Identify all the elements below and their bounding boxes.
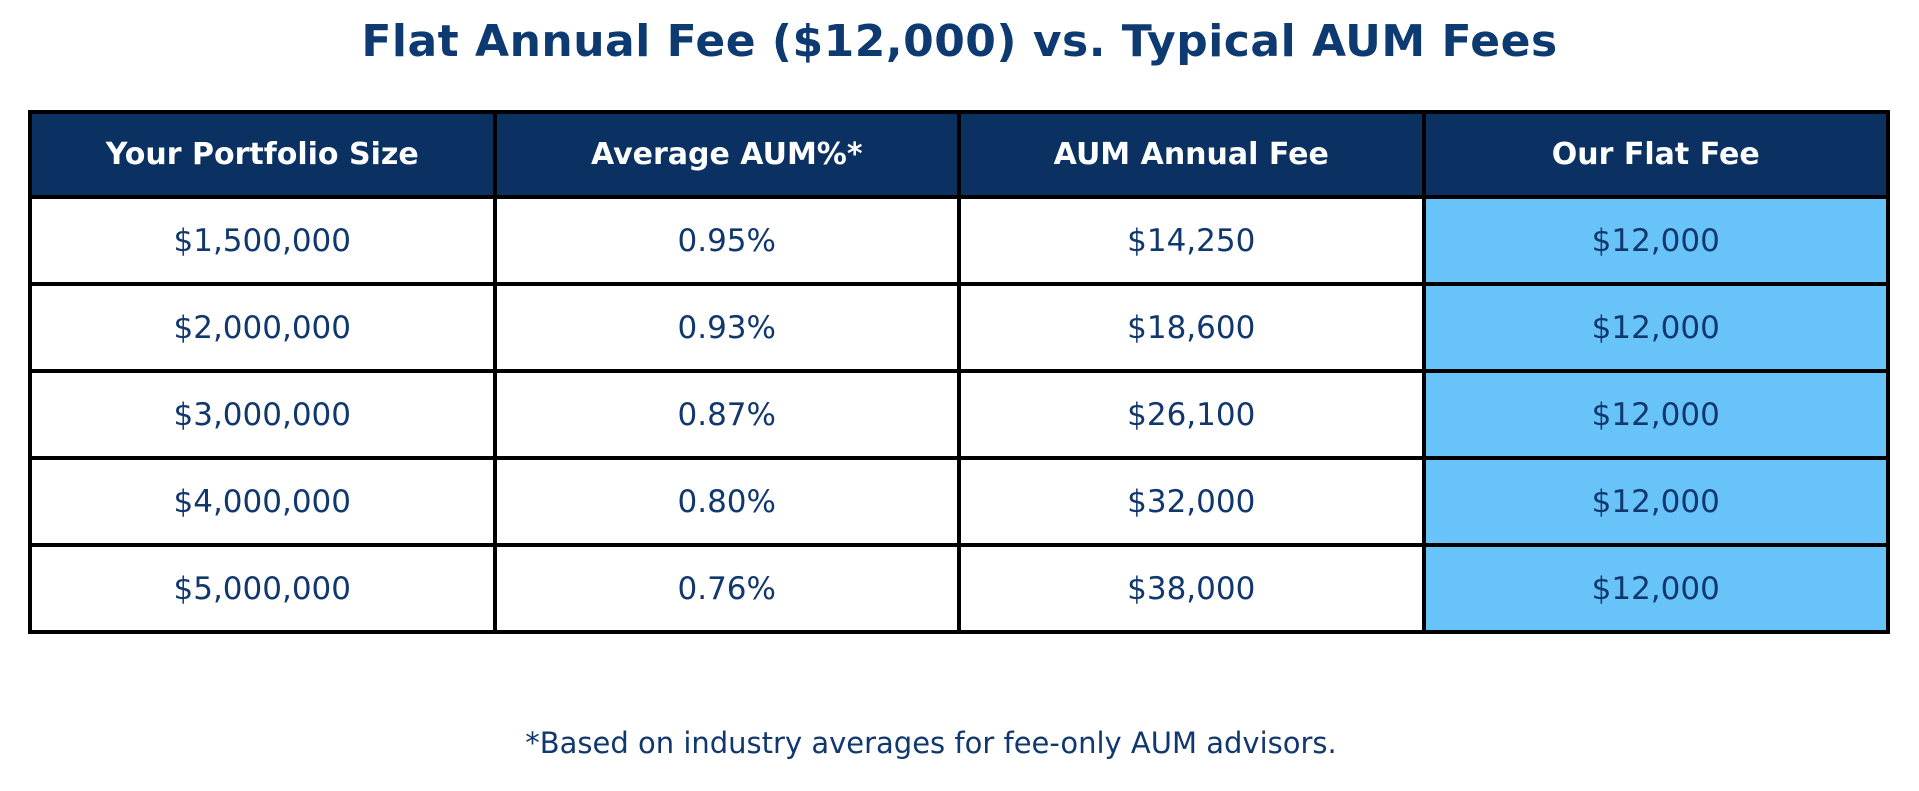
header-row: Your Portfolio Size Average AUM%* AUM An… <box>28 110 1890 199</box>
table-header: Your Portfolio Size Average AUM%* AUM An… <box>28 110 1890 199</box>
fee-comparison-table: Your Portfolio Size Average AUM%* AUM An… <box>28 110 1890 634</box>
cell-portfolio-size: $3,000,000 <box>28 369 497 460</box>
cell-our-flat-fee: $12,000 <box>1421 282 1890 373</box>
cell-average-aum: 0.80% <box>492 456 961 547</box>
cell-average-aum: 0.93% <box>492 282 961 373</box>
cell-aum-annual-fee: $32,000 <box>957 456 1426 547</box>
cell-average-aum: 0.95% <box>492 195 961 286</box>
cell-our-flat-fee: $12,000 <box>1421 456 1890 547</box>
footnote: *Based on industry averages for fee-only… <box>525 726 1337 760</box>
table-body: $1,500,000 0.95% $14,250 $12,000 $2,000,… <box>28 195 1890 634</box>
cell-portfolio-size: $2,000,000 <box>28 282 497 373</box>
column-header-average-aum: Average AUM%* <box>492 110 961 199</box>
cell-our-flat-fee: $12,000 <box>1421 195 1890 286</box>
table-row: $3,000,000 0.87% $26,100 $12,000 <box>28 369 1890 460</box>
column-header-aum-annual-fee: AUM Annual Fee <box>957 110 1426 199</box>
page-title: Flat Annual Fee ($12,000) vs. Typical AU… <box>361 16 1558 67</box>
cell-aum-annual-fee: $38,000 <box>957 543 1426 634</box>
table-row: $5,000,000 0.76% $38,000 $12,000 <box>28 543 1890 634</box>
cell-average-aum: 0.76% <box>492 543 961 634</box>
table-row: $4,000,000 0.80% $32,000 $12,000 <box>28 456 1890 547</box>
cell-portfolio-size: $5,000,000 <box>28 543 497 634</box>
cell-portfolio-size: $1,500,000 <box>28 195 497 286</box>
cell-aum-annual-fee: $18,600 <box>957 282 1426 373</box>
cell-portfolio-size: $4,000,000 <box>28 456 497 547</box>
table-row: $1,500,000 0.95% $14,250 $12,000 <box>28 195 1890 286</box>
column-header-our-flat-fee: Our Flat Fee <box>1421 110 1890 199</box>
cell-aum-annual-fee: $26,100 <box>957 369 1426 460</box>
cell-average-aum: 0.87% <box>492 369 961 460</box>
table-row: $2,000,000 0.93% $18,600 $12,000 <box>28 282 1890 373</box>
column-header-portfolio-size: Your Portfolio Size <box>28 110 497 199</box>
cell-our-flat-fee: $12,000 <box>1421 369 1890 460</box>
cell-aum-annual-fee: $14,250 <box>957 195 1426 286</box>
cell-our-flat-fee: $12,000 <box>1421 543 1890 634</box>
